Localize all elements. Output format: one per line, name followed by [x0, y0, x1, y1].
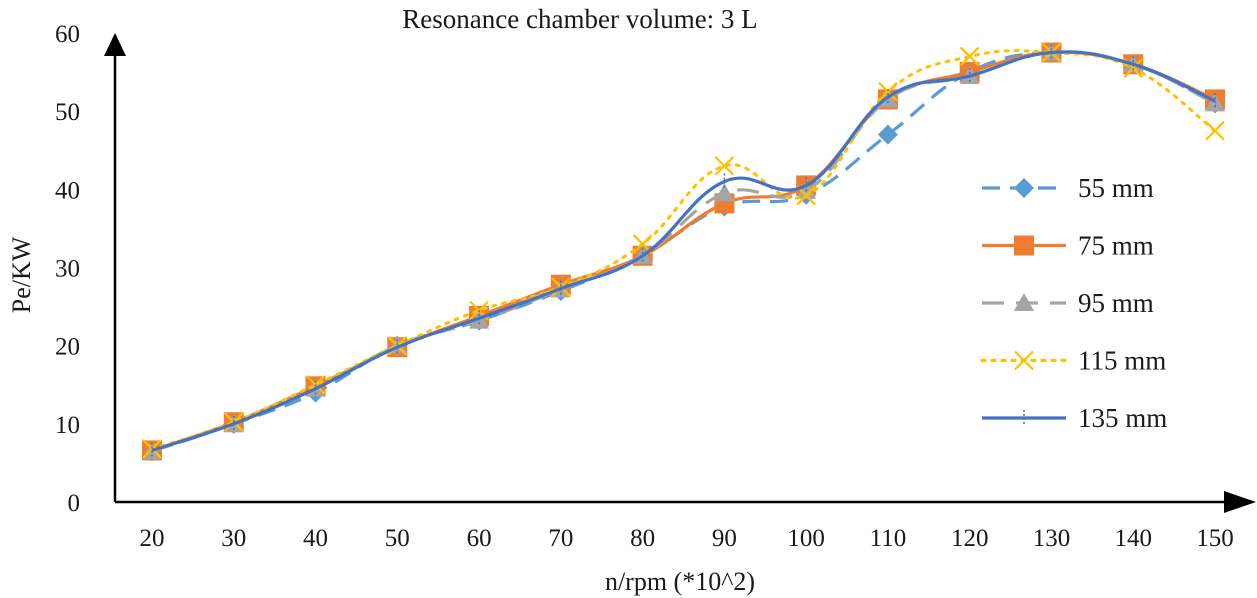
legend-label: 115 mm	[1078, 346, 1166, 376]
data-point	[959, 46, 980, 67]
legend-label: 95 mm	[1078, 288, 1154, 318]
y-tick-label: 0	[68, 490, 81, 517]
y-tick-label: 40	[55, 177, 80, 204]
data-point-stroke	[632, 234, 653, 254]
x-tick-label: 50	[385, 525, 410, 552]
legend-marker-stroke	[1014, 350, 1034, 371]
x-axis-arrow	[1224, 491, 1256, 513]
data-point-stroke	[959, 46, 980, 67]
x-tick-label: 30	[221, 525, 246, 552]
data-point-stroke	[796, 185, 816, 206]
y-tick-label: 10	[55, 412, 80, 439]
data-point	[714, 183, 735, 202]
data-point	[878, 81, 898, 102]
axes	[104, 33, 1256, 513]
x-tick-label: 120	[951, 525, 989, 552]
data-point	[714, 156, 735, 176]
series-95-mm	[142, 42, 1225, 460]
legend-entry: 75 mm	[982, 231, 1154, 261]
series-55-mm	[142, 42, 1225, 462]
legend-label: 55 mm	[1078, 173, 1154, 203]
x-tick-label: 70	[548, 525, 573, 552]
data-point-stroke	[714, 156, 735, 176]
legend-label: 75 mm	[1078, 231, 1154, 261]
data-point	[1205, 120, 1225, 141]
x-tick-label: 80	[630, 525, 655, 552]
x-tick-label: 100	[787, 525, 825, 552]
legend-label: 135 mm	[1078, 403, 1167, 433]
x-tick-label: 130	[1033, 525, 1071, 552]
y-tick-label: 30	[55, 256, 80, 283]
x-tick-label: 90	[712, 525, 737, 552]
y-axis-arrow	[104, 33, 126, 56]
legend-marker	[1014, 293, 1034, 311]
chart-title: Resonance chamber volume: 3 L	[402, 4, 757, 34]
data-point-stroke	[878, 81, 898, 102]
y-axis-title: Pe/KW	[7, 236, 36, 313]
y-tick-labels: 0 10 20 30 40 50 60	[55, 21, 80, 517]
x-tick-label: 40	[303, 525, 328, 552]
x-tick-label: 110	[870, 525, 907, 552]
data-point-stroke	[1123, 58, 1144, 78]
legend-entry: 55 mm	[982, 173, 1154, 203]
series-line	[151, 50, 1216, 452]
data-point	[877, 124, 898, 145]
legend-entry: 135 mm	[982, 403, 1167, 433]
x-tick-labels: 20 30 40 50 60 70 80 90 100 110 120 130 140 150	[140, 525, 1234, 552]
x-tick-label: 140	[1114, 525, 1152, 552]
x-axis-title: n/rpm (*10^2)	[605, 567, 755, 596]
legend-marker	[1014, 178, 1034, 198]
series-115-mm	[142, 42, 1225, 459]
x-tick-label: 20	[140, 525, 165, 552]
series-135-mm	[151, 44, 1216, 459]
series-75-mm	[142, 42, 1225, 461]
legend-marker	[1014, 350, 1034, 371]
x-tick-label: 60	[467, 525, 492, 552]
y-tick-label: 50	[55, 99, 80, 126]
legend-entry: 115 mm	[980, 346, 1166, 376]
legend-marker	[1014, 235, 1034, 256]
y-tick-label: 20	[55, 334, 80, 361]
x-tick-label: 150	[1196, 525, 1234, 552]
series-layer	[142, 42, 1225, 462]
legend-entry: 95 mm	[982, 288, 1154, 318]
y-tick-label: 60	[55, 21, 80, 48]
legend: 55 mm 75 mm 95 mm 115 mm 135 mm	[980, 173, 1167, 433]
data-point-stroke	[1205, 120, 1225, 141]
